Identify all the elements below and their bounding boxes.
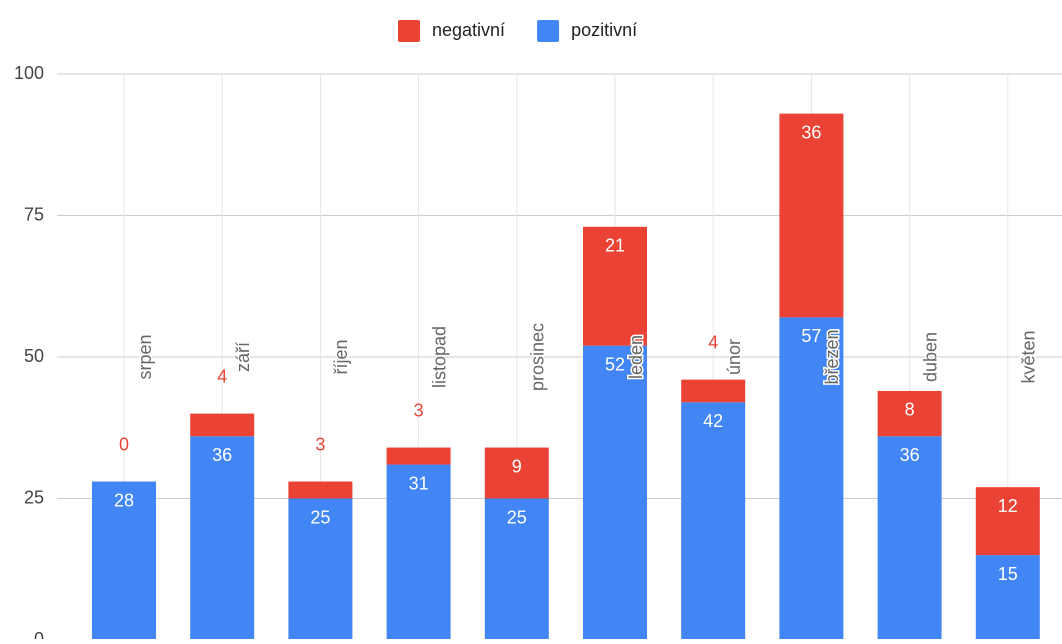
bar-segment [779,113,844,318]
x-tick-label: listopad [429,326,449,388]
bar-segment [877,436,942,640]
value-label: 4 [708,332,718,352]
value-label: 12 [998,496,1018,516]
legend-swatch [398,20,420,42]
bar-segment [484,498,549,640]
value-label: 8 [905,400,915,420]
x-tick-label: únor [724,339,744,375]
bar-segment [583,226,647,346]
x-tick-label: duben [920,332,940,382]
value-label: 36 [900,445,920,465]
bar-segment [288,498,353,640]
value-label: 28 [114,490,134,510]
value-label: 15 [998,564,1018,584]
y-tick-label: 75 [24,204,44,224]
value-label: 42 [703,411,723,431]
value-label: 25 [507,507,527,527]
value-label: 31 [409,473,429,493]
value-label: 3 [414,400,424,420]
value-label: 21 [605,236,625,256]
value-label: 36 [801,122,821,142]
value-label: 4 [217,366,227,386]
bar-segment [190,413,255,437]
bar-segment [92,481,156,640]
bar-segment [975,555,1040,640]
y-tick-label: 0 [34,629,44,639]
bar-segment [975,487,1040,556]
bar-segment [877,390,942,437]
value-label: 3 [315,434,325,454]
bar-segment [190,436,255,640]
x-tick-label: květen [1019,330,1039,383]
x-tick-label: září [233,342,253,372]
bar-segment [288,481,353,499]
x-tick-label: srpen [135,334,155,379]
y-tick-label: 100 [14,63,44,83]
bar-segment [386,447,451,465]
value-label: 57 [801,326,821,346]
legend-label: pozitivní [571,20,637,40]
y-tick-label: 25 [24,487,44,507]
value-label: 25 [310,507,330,527]
bar-segment [681,379,746,403]
x-tick-label: březen [822,329,842,384]
x-tick-label: leden [626,335,646,379]
x-tick-label: říjen [331,339,351,374]
value-label: 9 [512,456,522,476]
bar-segment [583,345,647,640]
value-label: 36 [212,445,232,465]
x-tick-label: prosinec [528,323,548,391]
legend-swatch [537,20,560,42]
bar-segment [484,447,549,499]
y-tick-label: 50 [24,346,44,366]
bar-segment [779,317,844,640]
value-label: 52 [605,354,625,374]
bar-segment [681,402,746,640]
value-label: 0 [119,434,129,454]
bar-segment [386,464,451,640]
legend-label: negativní [432,20,505,40]
